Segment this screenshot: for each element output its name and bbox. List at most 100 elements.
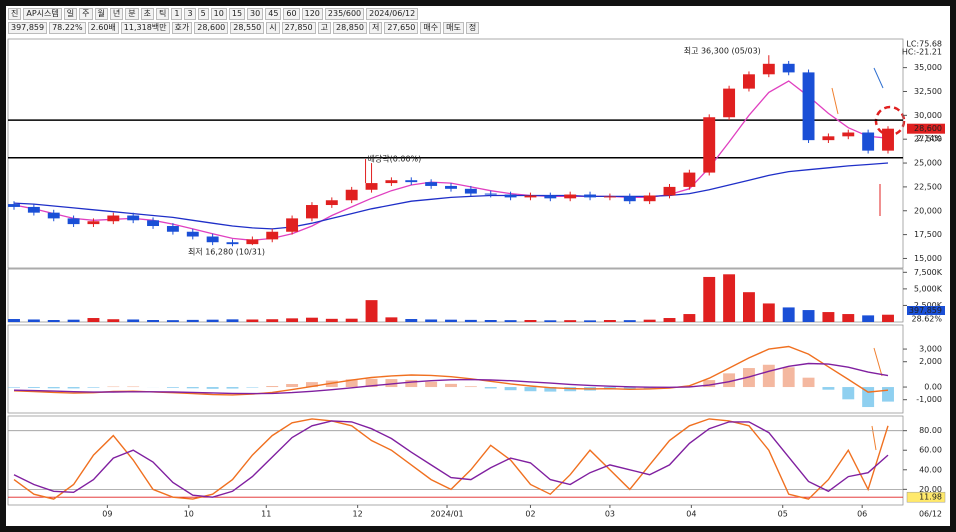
volume-bar: [365, 300, 378, 322]
candle-body: [822, 136, 835, 141]
x-tick-label: 11: [261, 510, 271, 519]
chart: 15,000 17,500 20,000 22,500 25,000 27,500 30,0…: [7, 38, 946, 519]
x-tick-label: 12: [353, 510, 363, 519]
toolbar-item[interactable]: 진: [8, 8, 22, 20]
y-tick-label: 22,500: [914, 182, 942, 191]
y-tick-label: 80.00: [919, 426, 942, 435]
volume-bar: [564, 320, 577, 322]
histogram-bar: [723, 373, 736, 388]
toolbar-item[interactable]: 3: [184, 8, 196, 20]
volume-bar: [445, 319, 457, 322]
y-tick-label: 20.00: [919, 485, 942, 494]
toolbar-item[interactable]: 60: [283, 8, 300, 20]
side-label: LC:75.68: [906, 40, 942, 49]
histogram-bar: [524, 387, 537, 392]
side-label: HC:-21.21: [902, 48, 942, 57]
candle-body: [464, 188, 477, 194]
y-tick-label: 0.00: [924, 383, 942, 392]
toolbar-item[interactable]: 정: [465, 22, 480, 34]
toolbar-item[interactable]: 27,850: [281, 22, 316, 34]
volume-bar: [802, 310, 815, 322]
candle-body: [325, 200, 338, 206]
toolbar-item[interactable]: AP시스템: [23, 8, 62, 20]
y-tick-label: 2,000: [919, 357, 942, 366]
y-tick-label: 3,000: [919, 345, 942, 354]
histogram-bar: [305, 382, 318, 388]
toolbar-item[interactable]: 27,650: [384, 22, 419, 34]
y-tick-label: 17,500: [914, 230, 942, 239]
candle-body: [87, 221, 100, 225]
toolbar-item[interactable]: 초: [140, 8, 155, 20]
toolbar-item[interactable]: 1: [171, 8, 183, 20]
x-tick-label: 2024/01: [430, 510, 463, 519]
volume-bar: [206, 319, 219, 322]
side-label: 2.14%: [917, 134, 943, 143]
volume-bar: [166, 320, 179, 322]
toolbar-item[interactable]: 호가: [171, 22, 193, 34]
annotation: 배당락(0.00%): [368, 154, 422, 164]
volume-bar: [67, 319, 80, 322]
candle-body: [584, 194, 597, 198]
toolbar-item[interactable]: 45: [265, 8, 282, 20]
histogram-bar: [266, 386, 279, 388]
arrow: [871, 425, 877, 451]
candle-body: [345, 189, 358, 201]
candle-body: [425, 182, 438, 186]
candle-body: [504, 194, 517, 198]
toolbar-item[interactable]: 28,600: [194, 22, 229, 34]
toolbar-item[interactable]: 28,550: [230, 22, 265, 34]
toolbar-item[interactable]: 주: [79, 8, 93, 20]
panel-frame: [7, 324, 904, 414]
histogram-bar: [842, 387, 855, 400]
histogram-bar: [623, 387, 636, 390]
toolbar-item[interactable]: 매도: [443, 22, 464, 34]
toolbar-item[interactable]: 78.22%: [49, 22, 86, 34]
toolbar-item[interactable]: 235/600: [324, 8, 365, 20]
toolbar-item[interactable]: 15: [228, 8, 246, 20]
line: [13, 80, 889, 241]
toolbar-item[interactable]: 매수: [420, 22, 442, 34]
toolbar-item[interactable]: 2024/06/12: [366, 8, 419, 20]
volume-bar: [703, 276, 716, 322]
x-tick-label: 02: [525, 510, 535, 519]
toolbar-item[interactable]: 저: [369, 22, 383, 34]
y-tick-label: 7,500K: [914, 268, 943, 277]
toolbar-item[interactable]: 11,318백만: [120, 22, 170, 34]
volume-bar: [742, 292, 755, 322]
volume-bar: [544, 320, 557, 322]
volume-bar: [385, 317, 398, 322]
volume-bar: [107, 319, 120, 322]
toolbar-item[interactable]: 30: [247, 8, 264, 20]
toolbar-item[interactable]: 고: [317, 22, 331, 34]
x-end-label: 06/12: [919, 510, 942, 519]
toolbar-item[interactable]: 틱: [156, 8, 170, 20]
histogram-bar: [802, 377, 815, 388]
y-tick-label: -1,000: [916, 395, 942, 404]
candle-body: [405, 180, 418, 183]
candle-body: [703, 117, 716, 173]
candle-body: [47, 212, 60, 219]
toolbar-item[interactable]: 120: [301, 8, 323, 20]
toolbar-item[interactable]: 월: [94, 8, 108, 20]
volume-bar: [683, 314, 696, 322]
x-tick-label: 10: [184, 510, 194, 519]
toolbar-item[interactable]: 년: [109, 8, 124, 20]
histogram-bar: [345, 379, 358, 388]
y-tick-label: 40.00: [919, 465, 942, 474]
toolbar-item[interactable]: 2.60배: [87, 22, 119, 34]
toolbar-item[interactable]: 일: [63, 8, 78, 20]
toolbar-item[interactable]: 397,859: [8, 22, 48, 34]
toolbar-item[interactable]: 28,850: [333, 22, 367, 34]
histogram-bar: [27, 387, 40, 388]
volume-bar: [603, 320, 616, 322]
y-tick-label: 25,000: [914, 159, 942, 168]
histogram-bar: [8, 387, 20, 388]
toolbar-item[interactable]: 분: [125, 8, 139, 20]
toolbar-item[interactable]: 시: [266, 22, 280, 34]
toolbar-item[interactable]: 5: [197, 8, 209, 20]
histogram-bar: [882, 387, 894, 402]
volume-bar: [8, 319, 20, 322]
y-tick-label: 15,000: [914, 254, 942, 263]
toolbar-item[interactable]: 10: [210, 8, 227, 20]
toolbar-row: 진 AP시스템 일 주 월 년 분 초 틱 1 3 5 10 15 30 45 60 120 235/600 2024…: [8, 8, 419, 20]
